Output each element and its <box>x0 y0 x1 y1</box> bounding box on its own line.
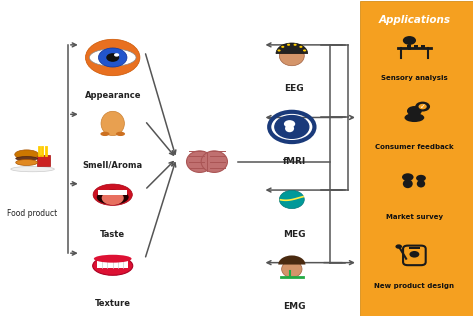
Text: Consumer feedback: Consumer feedback <box>375 144 454 150</box>
Bar <box>360 1 474 316</box>
Bar <box>97 261 128 268</box>
Circle shape <box>287 44 290 46</box>
Wedge shape <box>276 43 308 54</box>
Ellipse shape <box>101 111 124 136</box>
Text: New product design: New product design <box>374 283 455 289</box>
Ellipse shape <box>100 132 109 136</box>
Text: ✓: ✓ <box>419 104 426 110</box>
Text: EEG: EEG <box>284 84 304 93</box>
Ellipse shape <box>15 150 38 159</box>
Circle shape <box>403 36 416 45</box>
Circle shape <box>419 104 427 109</box>
Circle shape <box>410 251 419 258</box>
Ellipse shape <box>403 179 413 188</box>
Text: Texture: Texture <box>95 299 131 308</box>
Circle shape <box>416 175 426 181</box>
Text: Smell/Aroma: Smell/Aroma <box>82 160 143 169</box>
Circle shape <box>275 116 309 138</box>
Ellipse shape <box>417 180 425 187</box>
Circle shape <box>407 106 422 116</box>
Ellipse shape <box>94 255 132 263</box>
Ellipse shape <box>97 190 128 204</box>
Circle shape <box>395 244 402 249</box>
Circle shape <box>277 49 281 52</box>
Circle shape <box>106 53 119 62</box>
Ellipse shape <box>201 151 228 172</box>
Ellipse shape <box>93 256 133 275</box>
Bar <box>420 45 425 48</box>
Text: Appearance: Appearance <box>84 91 141 100</box>
Ellipse shape <box>279 191 304 209</box>
Text: MEG: MEG <box>283 230 305 238</box>
Ellipse shape <box>16 159 37 165</box>
Ellipse shape <box>279 46 304 66</box>
Ellipse shape <box>90 49 136 66</box>
Bar <box>98 190 128 195</box>
Circle shape <box>85 39 140 76</box>
Text: fMRI: fMRI <box>283 157 306 166</box>
Text: Applications: Applications <box>378 15 450 25</box>
Circle shape <box>402 173 413 181</box>
Circle shape <box>303 49 306 52</box>
Bar <box>408 45 411 48</box>
Circle shape <box>114 53 119 57</box>
Text: Market survey: Market survey <box>386 214 443 220</box>
Circle shape <box>415 102 430 112</box>
Ellipse shape <box>116 132 125 136</box>
Ellipse shape <box>93 184 132 205</box>
Circle shape <box>299 46 302 48</box>
Bar <box>414 45 418 48</box>
Text: Sensory analysis: Sensory analysis <box>381 75 448 81</box>
Ellipse shape <box>16 157 37 160</box>
Ellipse shape <box>285 125 294 132</box>
Ellipse shape <box>282 261 302 277</box>
Circle shape <box>99 48 127 67</box>
Ellipse shape <box>187 151 213 172</box>
Text: EMG: EMG <box>283 302 305 311</box>
Ellipse shape <box>11 166 55 172</box>
Bar <box>36 154 50 166</box>
Text: Food product: Food product <box>8 209 58 218</box>
Text: Taste: Taste <box>100 230 125 238</box>
Circle shape <box>281 46 284 48</box>
Wedge shape <box>278 256 305 265</box>
Circle shape <box>293 44 297 46</box>
Circle shape <box>284 120 295 128</box>
Ellipse shape <box>102 191 124 205</box>
Bar <box>409 247 420 249</box>
Ellipse shape <box>404 113 424 122</box>
